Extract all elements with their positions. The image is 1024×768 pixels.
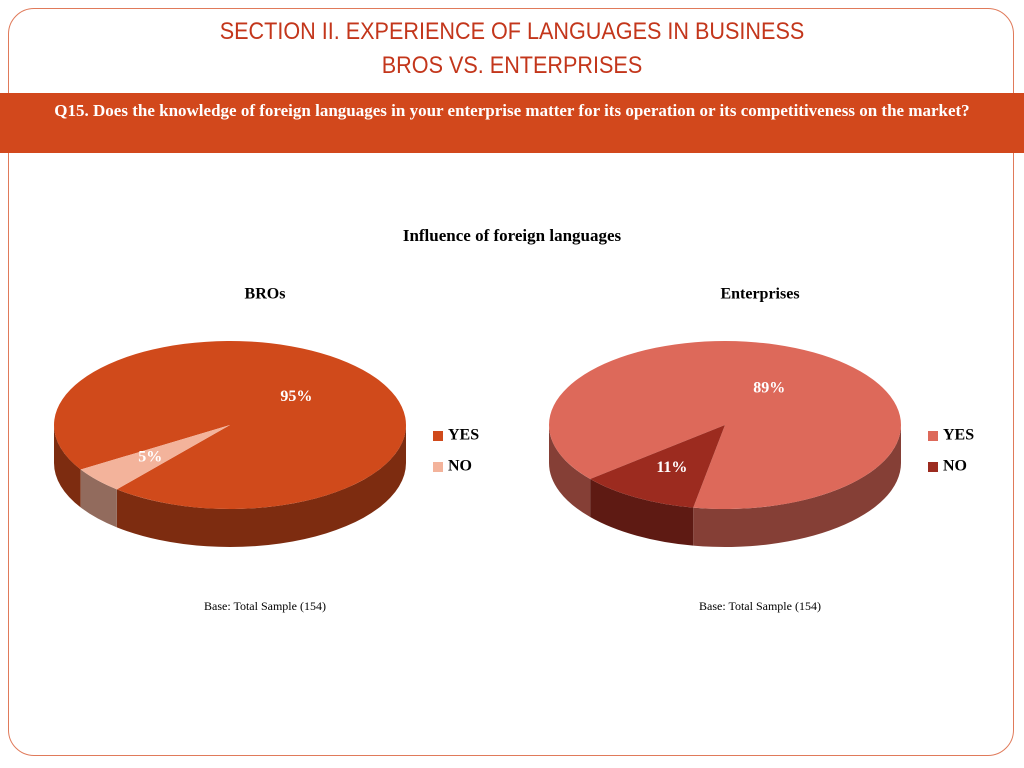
legend-label: YES <box>448 427 479 444</box>
legend-label: NO <box>448 458 472 475</box>
legend-label: NO <box>943 458 967 475</box>
data-label: 11% <box>656 459 687 476</box>
figure-title: Influence of foreign languages <box>403 226 622 245</box>
pie-side <box>116 425 406 547</box>
data-label: 5% <box>138 449 162 466</box>
pie-slice <box>549 341 902 509</box>
data-label: 95% <box>280 388 312 405</box>
question-banner: Q15. Does the knowledge of foreign langu… <box>0 93 1024 153</box>
pie-slice <box>80 425 231 490</box>
pie-slice <box>590 425 725 508</box>
pie-side <box>80 469 117 528</box>
pie-side <box>693 425 902 547</box>
subtitle: BROS VS. ENTERPRISES <box>381 52 643 79</box>
legend-swatch <box>433 462 443 472</box>
legend-swatch <box>433 431 443 441</box>
data-label: 89% <box>753 379 785 396</box>
pie-side <box>54 425 81 508</box>
title: SECTION II. EXPERIENCE OF LANGUAGES IN B… <box>219 18 805 45</box>
pie-slice <box>54 341 407 510</box>
frame <box>8 8 1014 756</box>
legend-swatch <box>928 431 938 441</box>
legend-swatch <box>928 462 938 472</box>
legend-label: YES <box>943 427 974 444</box>
pie-side <box>549 425 591 517</box>
footnote: Base: Total Sample (154) <box>204 599 326 613</box>
chart-title: BROs <box>245 286 286 303</box>
chart-title: Enterprises <box>720 286 799 303</box>
footnote: Base: Total Sample (154) <box>699 599 821 613</box>
pie-side <box>590 478 694 546</box>
